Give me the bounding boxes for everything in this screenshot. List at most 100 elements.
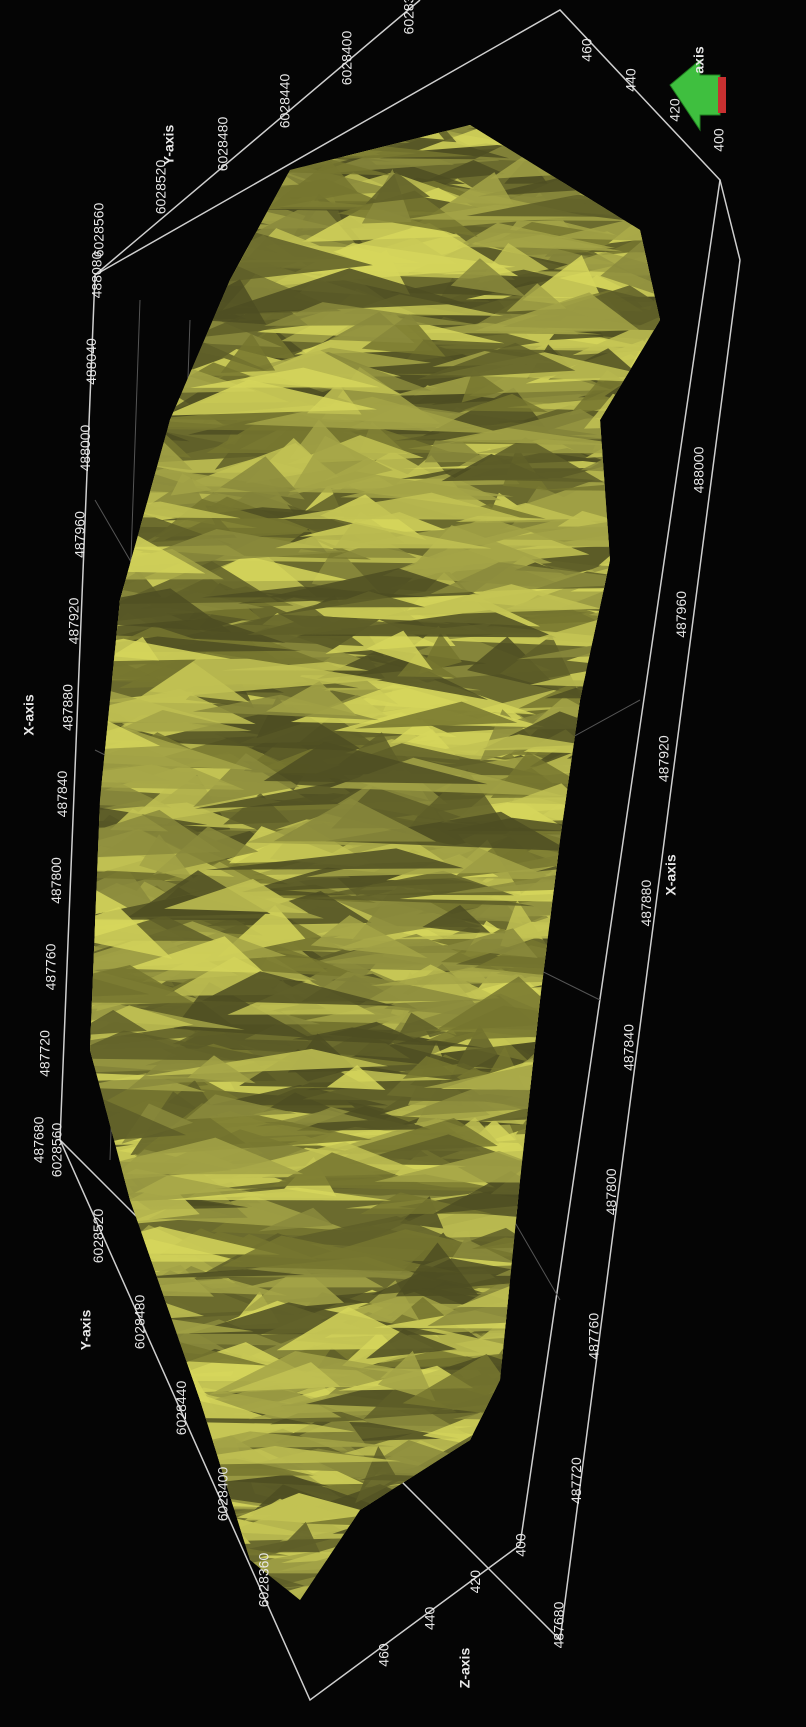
axis-title: axis — [691, 46, 707, 73]
tick-label: 6028400 — [214, 1467, 230, 1522]
fracture-plane — [351, 885, 466, 941]
tick-label: 6028400 — [339, 31, 355, 86]
axis-title: Y-axis — [78, 1310, 94, 1351]
tick-label: 487880 — [60, 684, 76, 731]
fracture-plane — [90, 1010, 148, 1036]
fracture-plane — [418, 632, 462, 675]
fracture-plane — [439, 928, 538, 959]
tick-label: 6028440 — [277, 74, 293, 129]
fracture-plane — [296, 1106, 431, 1131]
fracture-plane — [288, 471, 514, 497]
fracture-plane — [452, 437, 605, 483]
tick-label: 6028360 — [256, 1553, 272, 1608]
fracture-plane — [354, 701, 518, 729]
fracture-plane — [277, 1521, 320, 1553]
tick-label: 488040 — [83, 338, 99, 385]
fracture-plane — [125, 936, 265, 973]
fracture-plane — [90, 809, 221, 862]
tick-label: 6028560 — [49, 1123, 65, 1178]
axis-title: X-axis — [663, 854, 679, 895]
fracture-plane — [117, 1269, 305, 1279]
tick-label: 487920 — [66, 597, 82, 644]
fracture-plane — [417, 342, 576, 380]
fracture-plane — [310, 915, 428, 959]
fracture-plane — [90, 713, 161, 754]
tick-label: 487920 — [656, 735, 672, 782]
fracture-plane — [301, 204, 461, 243]
fracture-plane — [439, 427, 634, 446]
tick-label: 420 — [667, 98, 683, 122]
fracture-plane — [329, 311, 415, 344]
tick-label: 487800 — [603, 1168, 619, 1215]
fracture-plane — [263, 741, 488, 785]
tick-label: 6028520 — [90, 1209, 106, 1264]
fracture-plane — [507, 783, 585, 805]
fracture-plane — [90, 906, 173, 959]
fracture-plane — [190, 367, 380, 388]
fracture-plane — [220, 456, 305, 500]
tick-label: 487760 — [42, 943, 58, 990]
fracture-plane — [416, 128, 523, 151]
orientation-arrow — [669, 58, 726, 132]
tick-label: 460 — [579, 38, 595, 62]
axis-labels: 487680 487720 487760 487800 487840 487880 4879… — [21, 0, 727, 1688]
tick-label: 487680 — [551, 1601, 567, 1648]
fracture-plane — [264, 302, 480, 326]
fracture-plane — [354, 1446, 399, 1504]
fracture-plane — [277, 492, 528, 520]
tick-label: 440 — [421, 1606, 437, 1630]
fracture-plane — [275, 522, 493, 549]
fracture-plane — [449, 172, 514, 204]
fracture-plane — [257, 1423, 356, 1434]
fracture-plane — [474, 292, 640, 332]
fracture-plane — [187, 1055, 256, 1084]
fracture-plane — [377, 1350, 436, 1402]
fracture-plane — [434, 976, 570, 1032]
fracture-plane — [202, 971, 396, 1006]
tick-label: 487880 — [638, 880, 654, 927]
tick-label: 488000 — [691, 446, 707, 493]
fracture-plane — [195, 555, 351, 582]
tick-label: 6028520 — [153, 160, 169, 215]
fracture-plane — [90, 1030, 292, 1062]
fracture-plane — [205, 848, 464, 870]
fracture-plane — [551, 214, 660, 245]
fracture-plane — [248, 1402, 342, 1420]
fracture-plane — [461, 369, 505, 403]
fracture-plane — [353, 658, 489, 700]
fracture-plane — [243, 1264, 345, 1312]
arrow-side — [718, 77, 726, 113]
axis-title: Z-axis — [457, 1648, 473, 1689]
fracture-plane — [395, 1242, 479, 1297]
fracture-plane — [90, 1095, 187, 1144]
fracture-plane — [461, 393, 548, 412]
fracture-plane — [193, 753, 300, 808]
fracture-plane — [369, 1280, 420, 1321]
fracture-plane — [149, 661, 250, 703]
fracture-plane — [366, 1328, 457, 1359]
fracture-plane — [430, 562, 660, 594]
fracture-plane — [90, 1072, 210, 1084]
tick-label: 487800 — [48, 857, 64, 904]
tick-label: 488000 — [77, 424, 93, 471]
fracture-plane — [332, 539, 417, 558]
fracture-plane — [435, 734, 606, 751]
fracture-plane — [220, 661, 369, 671]
tick-label: 440 — [623, 68, 639, 92]
tick-label: 487840 — [621, 1024, 637, 1071]
fracture-plane — [90, 1137, 304, 1175]
fracture-plane — [422, 905, 493, 935]
fracture-plane — [227, 1362, 341, 1392]
tick-label: 6028480 — [132, 1295, 148, 1350]
fracture-plane — [506, 283, 567, 312]
tick-label: 400 — [513, 1533, 529, 1557]
fracture-plane — [287, 435, 393, 496]
fracture-plane — [417, 769, 508, 829]
fracture-plane — [366, 630, 433, 670]
fracture-plane — [323, 870, 514, 896]
fracture-plane — [365, 171, 431, 205]
fracture-plane — [113, 709, 252, 732]
tick-label: 487960 — [673, 591, 689, 638]
fracture-plane — [467, 893, 524, 925]
